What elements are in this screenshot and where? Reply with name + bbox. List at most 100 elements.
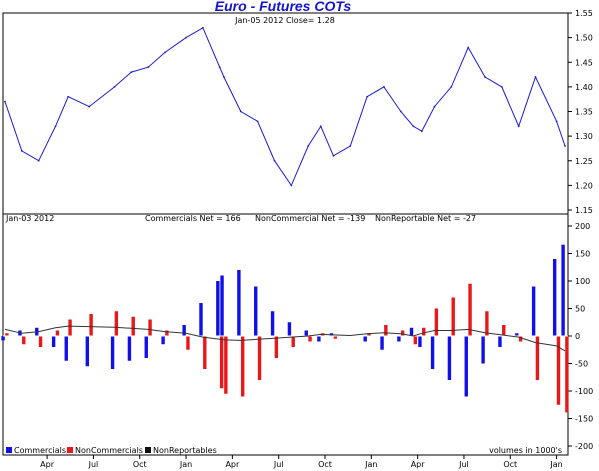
price-y-tick-label: 1.50	[575, 34, 593, 43]
price-y-tick-label: 1.20	[575, 181, 593, 190]
noncommercials-bar	[186, 336, 190, 350]
commercials-bar	[161, 336, 165, 345]
commercials-bar	[317, 336, 321, 342]
legend-commercials-swatch	[6, 447, 12, 453]
noncommercials-bar	[333, 336, 338, 339]
chart-title: Euro - Futures COTs	[215, 0, 352, 14]
noncommercials-bar	[422, 327, 426, 336]
commercials-bar	[1, 336, 5, 341]
price-point	[218, 66, 221, 69]
noncommercials-bar	[367, 333, 371, 336]
nonreportables-line	[4, 325, 566, 352]
legend-noncommercials-swatch	[67, 447, 73, 453]
price-y-tick-label: 1.45	[575, 58, 593, 67]
price-point	[290, 184, 293, 187]
legend-commercials-label: Commercials	[14, 446, 66, 455]
nonreportable-net-label: NonReportable Net = -27	[375, 214, 476, 223]
price-y-tick-label: 1.55	[575, 9, 593, 18]
price-point	[399, 110, 402, 113]
noncommercials-bar	[257, 336, 262, 380]
price-point	[534, 76, 537, 78]
price-point	[130, 71, 133, 73]
price-point	[4, 100, 6, 103]
price-point	[450, 85, 453, 88]
price-point	[67, 95, 70, 98]
commercials-bar	[561, 244, 565, 336]
noncommercials-bar	[114, 311, 119, 336]
price-point	[239, 110, 242, 113]
noncommercials-bar	[384, 325, 388, 336]
cot-panel-frame	[2, 213, 569, 456]
legend-nonreportables-label: NonReportables	[153, 446, 217, 455]
commercials-bar	[498, 336, 502, 347]
cot-date-label: Jan-03 2012	[5, 214, 54, 223]
commercials-bar	[182, 325, 186, 336]
x-axis: Apr Jul Oct Jan Apr Jul Oct Jan Apr Jul Oct Jan	[3, 454, 568, 469]
commercials-bar	[409, 327, 414, 336]
price-point	[412, 125, 415, 128]
commercials-bar	[199, 303, 203, 336]
cot-y-tick-label: 50	[575, 305, 585, 314]
legend: Commercials NonCommercials NonReportable…	[6, 446, 217, 455]
commercials-bar	[64, 336, 68, 361]
noncommercials-bar	[274, 336, 279, 358]
cot-bars	[1, 244, 569, 413]
commercials-bar	[464, 336, 468, 397]
cot-y-tick-label: 0	[575, 332, 580, 341]
commercials-bar	[304, 330, 308, 336]
x-tick-label: Apr	[411, 460, 426, 469]
price-point	[223, 76, 225, 78]
commercials-bar	[363, 336, 367, 342]
commercials-bar	[531, 286, 536, 336]
price-point	[349, 145, 352, 147]
price-point	[147, 66, 150, 69]
commercials-bar	[397, 336, 401, 342]
units-note: volumes in 1000's	[489, 446, 562, 455]
commercials-bar	[85, 336, 90, 367]
cot-y-tick-label: 150	[575, 250, 590, 259]
price-y-tick-label: 1.30	[575, 132, 593, 141]
cot-y-tick-label: 100	[575, 277, 590, 286]
price-point	[500, 85, 503, 88]
price-point	[256, 120, 259, 123]
noncommercials-bar	[434, 308, 439, 336]
price-line	[4, 27, 566, 187]
price-point	[273, 159, 276, 162]
noncommercials-bar	[502, 325, 506, 336]
price-y-tick-label: 1.40	[575, 83, 593, 92]
price-point	[20, 150, 23, 152]
cot-y-tick-label: -200	[575, 442, 593, 451]
noncommercials-bar	[224, 336, 228, 394]
x-tick-label: Jul	[458, 460, 469, 469]
price-point	[319, 125, 322, 128]
price-point	[467, 46, 470, 49]
noncommercials-bar	[38, 336, 43, 347]
noncommercials-bar	[22, 336, 26, 345]
price-y-tick-label: 1.25	[575, 157, 593, 166]
commercials-bar	[552, 259, 557, 336]
legend-noncommercials-label: NonCommercials	[75, 446, 143, 455]
price-point	[484, 76, 486, 78]
price-subtitle: Jan-05 2012 Close= 1.28	[234, 16, 335, 25]
x-tick-label: Jan	[549, 460, 562, 469]
commercials-bar	[287, 322, 292, 336]
price-point	[517, 125, 520, 128]
x-tick-label: Apr	[225, 460, 240, 469]
noncommercials-bar	[291, 336, 295, 347]
price-point	[113, 85, 116, 88]
legend-nonreportables-swatch	[145, 447, 151, 453]
cot-y-tick-label: -150	[575, 415, 593, 424]
price-y-tick-label: 1.35	[575, 108, 593, 117]
cot-y-axis: -200 -150 -100 -50 0 50 100 150 200	[568, 222, 593, 451]
commercials-bar	[430, 336, 435, 369]
x-tick-label: Apr	[40, 460, 55, 469]
price-point	[420, 130, 423, 133]
noncommercials-bar	[451, 297, 455, 336]
commercials-bar	[144, 336, 148, 358]
noncommercials-bar	[219, 336, 224, 389]
commercials-bar	[237, 270, 241, 336]
price-point	[54, 125, 57, 128]
noncommercials-bar	[535, 336, 540, 380]
noncommercials-bar	[131, 316, 135, 336]
